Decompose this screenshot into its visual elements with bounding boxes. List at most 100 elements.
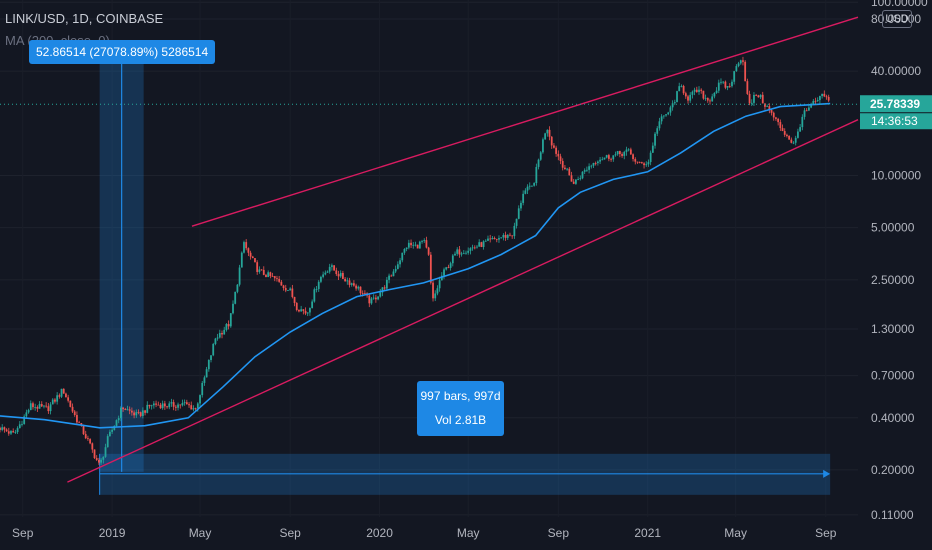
candle-body [649,152,652,163]
candle-body [438,280,441,289]
candle-body [363,293,366,295]
candle-body [443,269,445,276]
candle-body [339,272,342,277]
candle-body [590,165,593,167]
candle-body [205,369,208,378]
candle-body [790,139,793,143]
candle-body [405,247,408,250]
candle-body [632,154,634,160]
candle-body [592,162,595,166]
candle-body [377,296,379,300]
candle-body [232,303,234,314]
candle-body [656,128,659,134]
last-price-badge [860,95,932,113]
candle-body [449,263,452,268]
candle-body [388,275,390,280]
candle-body [711,96,714,102]
candle-body [467,250,470,253]
candle-body [706,97,709,101]
candle-body [192,408,195,410]
candle-body [410,242,412,246]
candle-body [744,61,747,82]
candle-body [273,276,276,279]
candle-body [427,247,430,255]
candle-body [328,266,331,272]
candle-body [487,238,489,241]
candle-body [495,238,498,240]
candle-body [82,425,85,435]
candle-body [750,102,753,104]
candle-body [827,96,830,101]
y-tick-label: 2.50000 [871,273,915,287]
candle-body [801,116,804,128]
candle-body [548,129,551,137]
candle-body [304,310,307,314]
candle-body [227,324,230,327]
candle-body [531,185,533,187]
candle-body [280,281,283,286]
candle-body [128,409,131,411]
x-tick-label: May [724,526,747,540]
candle-body [614,154,617,156]
candle-body [500,237,503,239]
currency-badge[interactable]: USD [882,10,912,28]
candle-body [722,81,725,83]
candle-body [172,402,175,407]
candle-body [803,110,806,117]
candle-body [460,253,463,255]
channel-lower-line [67,119,859,483]
candle-body [416,244,419,249]
candle-body [361,293,364,294]
candle-body [315,289,318,290]
candle-body [240,252,243,268]
candle-body [421,241,423,242]
candle-body [100,459,103,463]
candle-body [229,313,232,327]
candle-body [262,269,265,275]
candle-body [458,249,461,255]
candle-body [687,96,689,101]
candle-body [432,282,434,299]
candle-body [73,411,76,416]
candle-body [742,60,744,62]
candle-body [87,438,89,440]
candle-body [511,235,514,237]
candle-body [476,246,478,248]
candle-body [407,242,410,248]
candle-body [794,137,797,143]
candle-body [684,93,687,97]
candle-body [265,274,267,278]
candle-body [766,106,769,107]
candle-body [333,265,336,271]
candle-body [651,145,654,153]
candle-body [271,276,274,277]
candle-body [581,171,584,179]
candle-body [544,133,547,140]
candle-body [471,247,474,249]
measure-price-change-label: 52.86514 (27078.89%) 5286514 [29,40,216,64]
candle-body [152,403,155,406]
candle-body [821,93,823,97]
candle-body [621,154,623,156]
candle-body [352,283,355,286]
candle-body [667,112,670,115]
x-tick-label: 2021 [634,526,661,540]
candle-body [662,115,665,117]
candle-body [236,284,239,292]
candle-body [282,285,285,289]
candle-body [331,265,333,267]
candle-body [775,117,777,119]
candle-body [781,128,784,132]
y-tick-label: 0.70000 [871,369,915,383]
candle-body [93,449,96,459]
candle-body [267,272,270,278]
candle-body [269,272,272,277]
candle-body [680,85,683,87]
candle-body [816,100,819,102]
candle-body [141,410,144,416]
candle-body [693,89,696,92]
symbol-title[interactable]: LINK/USD, 1D, COINBASE [5,11,164,26]
candle-body [40,404,43,407]
candle-body [731,81,733,87]
